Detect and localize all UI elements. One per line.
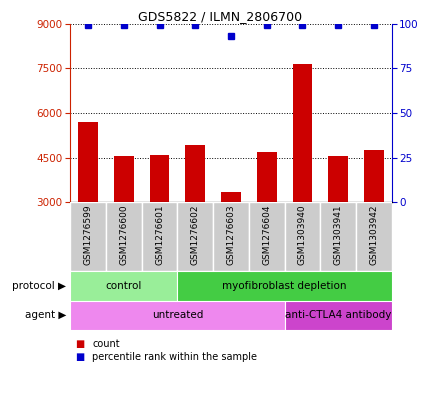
Bar [320, 202, 356, 271]
Text: ■: ■ [75, 352, 84, 362]
Bar [249, 202, 285, 271]
Bar [142, 202, 177, 271]
Bar [150, 155, 169, 202]
Text: myofibroblast depletion: myofibroblast depletion [222, 281, 347, 291]
Bar [285, 202, 320, 271]
Bar [285, 301, 392, 330]
Bar [186, 145, 205, 202]
Text: count: count [92, 339, 120, 349]
Bar [257, 152, 276, 202]
Bar [70, 301, 285, 330]
Text: GSM1276604: GSM1276604 [262, 204, 271, 265]
Bar [293, 64, 312, 202]
Text: GSM1276603: GSM1276603 [227, 204, 235, 265]
Bar [177, 271, 392, 301]
Text: control: control [106, 281, 142, 291]
Text: GSM1276599: GSM1276599 [84, 204, 93, 265]
Text: anti-CTLA4 antibody: anti-CTLA4 antibody [285, 310, 391, 320]
Text: GSM1276601: GSM1276601 [155, 204, 164, 265]
Bar [70, 202, 106, 271]
Bar [213, 202, 249, 271]
Bar [70, 271, 177, 301]
Bar [114, 156, 134, 202]
Bar [106, 202, 142, 271]
Text: GDS5822 / ILMN_2806700: GDS5822 / ILMN_2806700 [138, 10, 302, 23]
Bar [78, 122, 98, 202]
Text: GSM1303940: GSM1303940 [298, 204, 307, 265]
Text: GSM1276602: GSM1276602 [191, 204, 200, 265]
Bar [328, 156, 348, 202]
Bar [177, 202, 213, 271]
Text: GSM1276600: GSM1276600 [119, 204, 128, 265]
Bar [356, 202, 392, 271]
Text: agent ▶: agent ▶ [25, 310, 66, 320]
Text: GSM1303942: GSM1303942 [369, 204, 378, 265]
Text: ■: ■ [75, 339, 84, 349]
Bar [364, 150, 384, 202]
Text: percentile rank within the sample: percentile rank within the sample [92, 352, 257, 362]
Text: untreated: untreated [152, 310, 203, 320]
Text: protocol ▶: protocol ▶ [12, 281, 66, 291]
Text: GSM1303941: GSM1303941 [334, 204, 343, 265]
Bar [221, 192, 241, 202]
